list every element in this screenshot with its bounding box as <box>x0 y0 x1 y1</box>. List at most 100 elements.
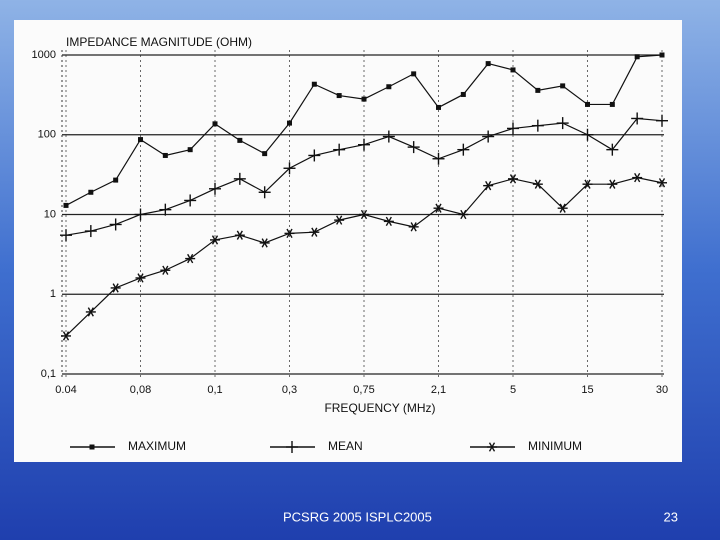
marker <box>134 208 147 221</box>
marker-stroke <box>211 235 219 245</box>
marker <box>382 130 395 143</box>
chart-panel <box>14 20 682 462</box>
y-tick-label: 10 <box>44 208 56 220</box>
chart-title: IMPEDANCE MAGNITUDE (OHM) <box>66 35 252 49</box>
marker <box>286 441 298 453</box>
marker <box>460 91 466 97</box>
marker-stroke <box>360 209 368 220</box>
marker <box>657 178 667 188</box>
marker <box>333 143 346 156</box>
marker <box>606 143 619 156</box>
marker <box>383 216 394 227</box>
marker <box>160 265 171 275</box>
marker <box>262 151 268 157</box>
marker-stroke <box>385 216 392 227</box>
marker <box>483 180 494 191</box>
marker <box>184 194 197 207</box>
marker <box>359 209 369 220</box>
marker <box>458 209 469 220</box>
legend-label: MEAN <box>328 439 363 453</box>
marker <box>88 189 94 195</box>
marker <box>656 114 668 127</box>
marker <box>311 81 317 87</box>
marker <box>187 147 193 153</box>
marker <box>287 120 292 126</box>
x-tick-label: 0.04 <box>55 384 76 396</box>
marker <box>482 130 495 143</box>
marker-stroke <box>634 172 641 183</box>
marker-stroke <box>336 215 343 225</box>
marker <box>631 112 644 125</box>
marker <box>283 162 296 175</box>
legend-label: MINIMUM <box>528 439 582 453</box>
y-tick-label: 1 <box>50 288 56 300</box>
y-tick-label: 100 <box>38 129 56 141</box>
marker <box>609 101 615 107</box>
x-tick-label: 0,1 <box>207 384 222 396</box>
marker-stroke <box>62 331 70 341</box>
marker-stroke <box>286 228 293 239</box>
marker <box>210 235 220 245</box>
marker <box>557 203 568 213</box>
marker <box>336 93 342 99</box>
marker <box>185 253 196 264</box>
marker <box>585 101 590 107</box>
marker <box>457 143 470 156</box>
marker <box>113 177 119 183</box>
x-tick-label: 0,3 <box>282 384 297 396</box>
marker-stroke <box>509 174 517 184</box>
marker-stroke <box>137 273 144 283</box>
marker <box>485 61 491 67</box>
page-number: 23 <box>664 509 678 524</box>
marker <box>60 229 72 242</box>
x-tick-label: 5 <box>510 384 516 396</box>
marker-stroke <box>187 253 194 264</box>
marker <box>258 186 271 199</box>
marker <box>532 179 543 189</box>
marker-stroke <box>559 203 566 213</box>
marker <box>581 128 594 141</box>
marker-stroke <box>261 238 268 248</box>
marker <box>212 121 218 127</box>
x-tick-label: 0,75 <box>353 384 374 396</box>
marker-stroke <box>112 283 119 293</box>
marker-stroke <box>658 178 666 188</box>
marker <box>531 119 544 132</box>
marker-stroke <box>609 179 616 189</box>
marker-stroke <box>485 180 492 191</box>
marker <box>556 117 569 130</box>
marker-stroke <box>311 227 318 237</box>
marker <box>386 84 392 90</box>
marker <box>63 202 69 208</box>
marker <box>135 273 146 283</box>
x-tick-label: 15 <box>581 384 593 396</box>
marker <box>535 87 541 93</box>
marker-stroke <box>435 203 442 213</box>
marker <box>659 52 665 58</box>
marker <box>84 225 97 238</box>
marker <box>209 182 221 195</box>
x-tick-label: 30 <box>656 384 668 396</box>
marker <box>407 141 420 154</box>
marker <box>408 222 419 232</box>
marker-stroke <box>236 230 243 240</box>
marker <box>237 137 243 143</box>
y-tick-label: 1000 <box>32 49 56 61</box>
marker <box>308 149 321 162</box>
marker-stroke <box>460 209 467 220</box>
marker-stroke <box>534 179 541 189</box>
x-tick-label: 0,08 <box>130 384 151 396</box>
marker <box>432 152 445 165</box>
marker <box>508 174 518 184</box>
x-axis-label: FREQUENCY (MHz) <box>324 401 435 415</box>
marker <box>159 203 172 216</box>
marker <box>309 227 320 237</box>
marker <box>607 179 618 189</box>
marker <box>110 283 121 293</box>
marker <box>109 218 122 231</box>
marker <box>259 238 270 248</box>
legend-label: MAXIMUM <box>128 439 186 453</box>
marker <box>634 54 640 60</box>
marker-stroke <box>488 442 496 452</box>
